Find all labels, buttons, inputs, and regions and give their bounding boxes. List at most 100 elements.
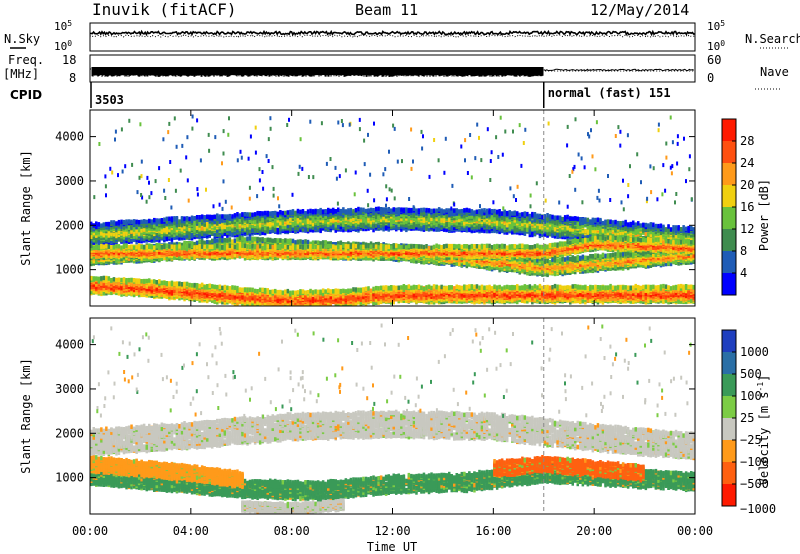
- power-cell: [548, 214, 552, 219]
- power-cell: [337, 207, 340, 212]
- power-cell: [185, 233, 189, 239]
- power-cell: [324, 209, 327, 214]
- power-cell: [551, 214, 554, 220]
- power-cell: [175, 225, 179, 230]
- power-cell: [463, 208, 466, 213]
- power-cell: [327, 207, 330, 213]
- power-cell: [142, 219, 146, 224]
- cpid-segment-2: normal (fast) 151: [548, 86, 671, 100]
- power-cell: [200, 218, 204, 224]
- power-cell: [516, 211, 519, 216]
- freq-label: Freq.: [8, 53, 44, 67]
- freq-tick-bottom: 8: [69, 71, 76, 85]
- power-cell: [453, 208, 456, 213]
- power-cell: [664, 227, 668, 232]
- power-cell: [180, 229, 184, 235]
- power-cell: [279, 210, 282, 215]
- power-cell: [90, 221, 93, 227]
- power-cell: [558, 215, 562, 220]
- power-cell: [173, 232, 176, 238]
- power-cell: [536, 213, 539, 218]
- power-cell: [107, 221, 111, 227]
- power-cell: [158, 232, 161, 237]
- power-cell: [390, 208, 393, 213]
- power-cell: [173, 223, 176, 229]
- power-cell: [387, 207, 390, 212]
- power-cell: [460, 209, 464, 214]
- power-cell: [198, 215, 201, 220]
- power-cell: [248, 212, 252, 217]
- power-cell: [238, 218, 242, 223]
- power-cell: [649, 222, 653, 227]
- power-cell: [188, 225, 191, 231]
- power-cell: [127, 233, 131, 238]
- power-cell: [458, 209, 461, 214]
- power-cell: [556, 215, 559, 220]
- power-cell: [208, 240, 211, 245]
- power-cell: [117, 232, 121, 238]
- power-cell: [634, 222, 637, 227]
- power-cell: [659, 223, 663, 228]
- power-cell: [233, 217, 237, 223]
- power-cell: [97, 230, 101, 235]
- nsky-panel-frame: [89, 22, 696, 52]
- power-cell: [400, 207, 403, 212]
- power-cell: [211, 238, 214, 244]
- power-cell: [216, 228, 219, 233]
- power-cell: [137, 230, 141, 235]
- power-cell: [195, 228, 199, 233]
- power-cell: [100, 233, 103, 239]
- power-cell: [90, 230, 93, 236]
- power-cell: [188, 216, 191, 222]
- power-cell: [195, 233, 199, 238]
- power-cell: [584, 228, 587, 234]
- power-cell: [430, 208, 433, 214]
- power-cell: [299, 209, 302, 215]
- power-cell: [150, 219, 153, 224]
- power-cell: [480, 208, 484, 213]
- power-cell: [115, 221, 118, 226]
- power-cell: [274, 210, 277, 216]
- power-cell: [170, 237, 174, 242]
- power-cell: [284, 210, 287, 216]
- power-cell: [165, 234, 169, 240]
- power-cell: [115, 230, 118, 236]
- power-cell: [100, 230, 103, 235]
- power-cell: [193, 216, 196, 221]
- power-cell: [296, 208, 300, 214]
- power-cell: [125, 219, 128, 224]
- power-cell: [566, 214, 569, 220]
- power-cell: [251, 212, 254, 217]
- power-cell: [589, 219, 592, 224]
- power-cell: [102, 235, 106, 240]
- nave-trace: [90, 68, 694, 72]
- power-cell: [153, 223, 156, 228]
- power-cell: [233, 221, 237, 227]
- power-cell: [92, 242, 95, 247]
- power-cell: [178, 235, 181, 241]
- power-cell: [115, 227, 118, 233]
- power-cell: [632, 220, 635, 225]
- power-cell: [596, 217, 600, 222]
- freq-trace: [91, 67, 694, 77]
- power-cell: [611, 220, 615, 225]
- power-cell: [130, 228, 133, 233]
- power-cell: [223, 214, 227, 219]
- power-cell: [606, 219, 610, 224]
- power-cell: [173, 216, 176, 221]
- power-cell: [90, 227, 93, 232]
- power-cell: [200, 230, 204, 236]
- nsky-panel: N.Sky 105 100 105 100 N.Search: [4, 19, 800, 53]
- power-cell: [125, 229, 128, 235]
- power-cell: [246, 212, 249, 217]
- power-cell: [475, 209, 479, 215]
- nave-tick-top: 60: [707, 53, 721, 67]
- power-cell: [518, 212, 521, 218]
- power-cell: [241, 215, 244, 220]
- power-cell: [629, 221, 632, 227]
- power-cell: [203, 240, 206, 245]
- power-cell: [639, 223, 642, 228]
- nsky-tick-top-left: 105: [54, 19, 72, 33]
- power-cell: [652, 222, 655, 227]
